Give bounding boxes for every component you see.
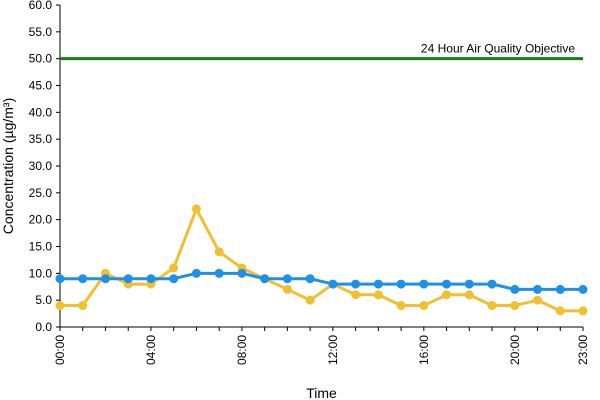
series-1-point — [351, 290, 361, 300]
x-tick-label: 04:00 — [144, 335, 158, 365]
series-1-point — [533, 295, 543, 305]
series-0-point — [464, 279, 474, 289]
series-1-point — [78, 301, 88, 311]
series-0-point — [510, 284, 520, 294]
series-0-point — [282, 274, 292, 284]
series-1-point — [419, 301, 429, 311]
series-1-point — [191, 204, 201, 214]
y-tick-label: 35.0 — [29, 132, 53, 146]
y-tick-label: 50.0 — [29, 52, 53, 66]
series-0-point — [487, 279, 497, 289]
series-0-point — [78, 274, 88, 284]
series-0-point — [169, 274, 179, 284]
series-0-point — [191, 268, 201, 278]
series-0-point — [373, 279, 383, 289]
series-0-point — [146, 274, 156, 284]
series-0-point — [123, 274, 133, 284]
series-1-point — [55, 301, 65, 311]
series-1-point — [578, 306, 588, 316]
series-1-point — [169, 263, 179, 273]
series-0-point — [555, 284, 565, 294]
series-1-point — [487, 301, 497, 311]
series-0-point — [55, 274, 65, 284]
y-tick-label: 25.0 — [29, 186, 53, 200]
series-0-point — [351, 279, 361, 289]
y-tick-label: 60.0 — [29, 0, 53, 12]
y-tick-label: 40.0 — [29, 105, 53, 119]
y-axis-title: Concentration (µg/m³) — [0, 98, 16, 234]
reference-line-group: 24 Hour Air Quality Objective — [60, 42, 583, 61]
series-0-point — [442, 279, 452, 289]
series-group — [55, 204, 588, 316]
series-1-point — [305, 295, 315, 305]
series-1-point — [555, 306, 565, 316]
x-tick-label: 20:00 — [508, 335, 522, 365]
series-1-point — [396, 301, 406, 311]
series-1-point — [464, 290, 474, 300]
series-0-point — [419, 279, 429, 289]
series-1-point — [442, 290, 452, 300]
x-axis-title: Time — [306, 385, 337, 400]
series-0-point — [305, 274, 315, 284]
y-tick-label: 45.0 — [29, 79, 53, 93]
series-0-point — [237, 268, 247, 278]
series-1-point — [214, 247, 224, 257]
x-tick-label: 00:00 — [53, 335, 67, 365]
x-tick-label: 23:00 — [576, 335, 590, 365]
series-0-point — [100, 274, 110, 284]
series-0-point — [396, 279, 406, 289]
series-line-1 — [60, 207, 583, 313]
series-1-point — [282, 284, 292, 294]
axes — [56, 4, 584, 331]
y-tick-label: 15.0 — [29, 240, 53, 254]
series-1-point — [373, 290, 383, 300]
x-tick-label: 12:00 — [326, 335, 340, 365]
series-0-point — [260, 274, 270, 284]
y-tick-label: 55.0 — [29, 25, 53, 39]
y-tick-label: 20.0 — [29, 213, 53, 227]
y-tick-label: 5.0 — [35, 293, 52, 307]
series-line-0 — [60, 271, 583, 291]
y-tick-label: 30.0 — [29, 159, 53, 173]
x-tick-label: 16:00 — [417, 335, 431, 365]
series-0-point — [578, 284, 588, 294]
y-tick-label: 10.0 — [29, 266, 53, 280]
series-0-point — [214, 268, 224, 278]
series-0-point — [533, 284, 543, 294]
reference-line-label: 24 Hour Air Quality Objective — [421, 42, 575, 56]
y-tick-label: 0.0 — [35, 320, 52, 334]
series-0-point — [328, 279, 338, 289]
series-1-point — [510, 301, 520, 311]
x-tick-label: 08:00 — [235, 335, 249, 365]
